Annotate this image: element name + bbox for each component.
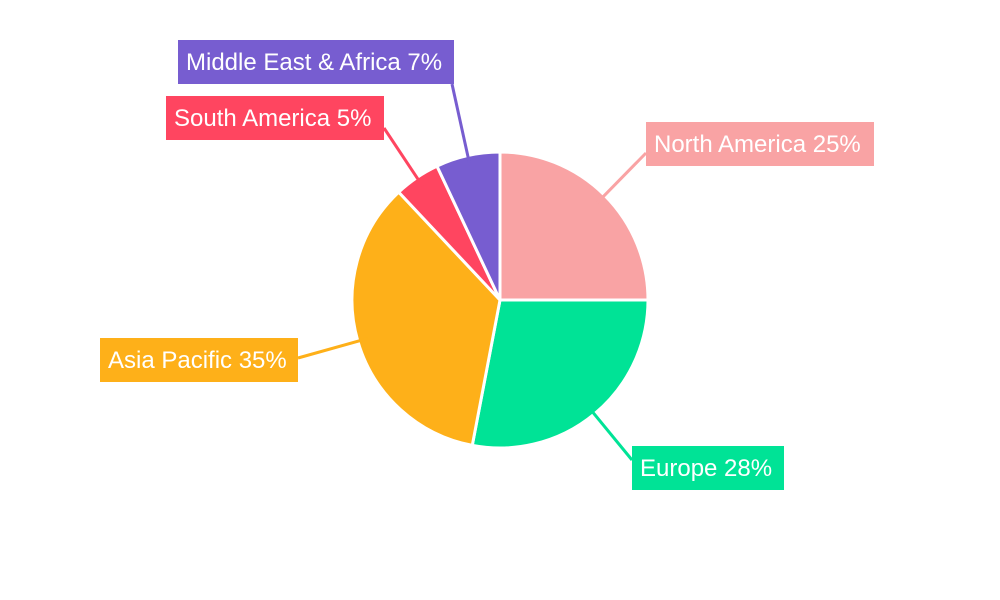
label-text-south-america: South America 5% [174, 105, 371, 132]
label-north-america: North America 25% [596, 122, 874, 204]
label-box-north-america [646, 122, 874, 166]
label-asia-pacific: Asia Pacific 35% [100, 336, 369, 382]
pie-slices [350, 150, 650, 450]
leader-line-north-america [596, 151, 648, 204]
label-middle-east-africa: Middle East & Africa 7% [178, 40, 472, 166]
label-box-middle-east-africa [178, 40, 454, 84]
leader-line-middle-east-africa [450, 83, 472, 166]
label-box-asia-pacific [100, 338, 298, 382]
label-south-america: South America 5% [166, 96, 424, 187]
leader-line-asia-pacific [297, 336, 369, 360]
leader-line-europe [586, 405, 634, 461]
label-text-middle-east-africa: Middle East & Africa 7% [186, 49, 442, 76]
label-box-south-america [166, 96, 384, 140]
label-text-europe: Europe 28% [640, 455, 772, 482]
pie-slice-europe[interactable] [470, 298, 650, 450]
label-europe: Europe 28% [586, 405, 784, 490]
label-box-europe [632, 446, 784, 490]
label-text-asia-pacific: Asia Pacific 35% [108, 347, 287, 374]
leader-line-south-america [382, 127, 424, 187]
label-text-north-america: North America 25% [654, 131, 861, 158]
pie-labels: North America 25% Europe 28% Asia Pacifi… [100, 40, 874, 490]
